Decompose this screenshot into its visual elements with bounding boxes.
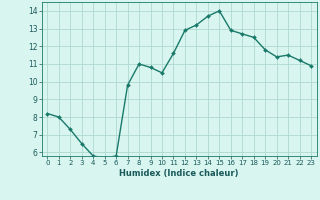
X-axis label: Humidex (Indice chaleur): Humidex (Indice chaleur) — [119, 169, 239, 178]
